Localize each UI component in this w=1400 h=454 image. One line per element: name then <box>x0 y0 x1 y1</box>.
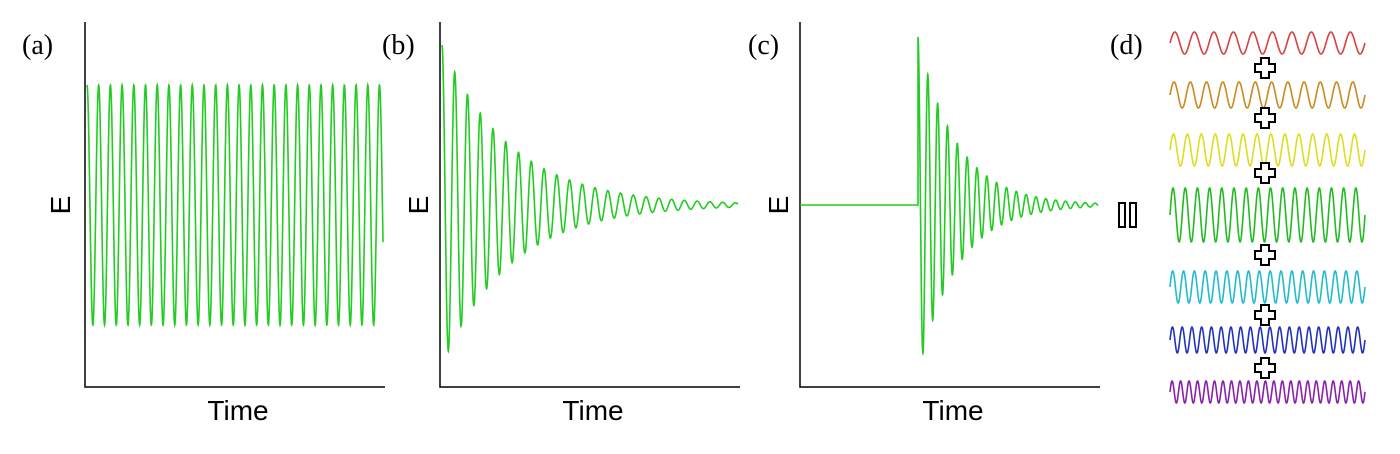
panel-label: (d) <box>1110 30 1143 61</box>
y-axis-label: E <box>403 196 434 215</box>
panel-b: (b) E Time <box>382 22 740 426</box>
component-wave <box>1169 326 1366 354</box>
y-axis-label: E <box>763 196 794 215</box>
component-wave <box>1169 31 1366 55</box>
plus-sign <box>1254 162 1276 184</box>
panel-d: (d) <box>1110 30 1143 228</box>
panel-c: (c) E Time <box>748 22 1100 426</box>
plus-sign <box>1254 304 1276 326</box>
component-wave <box>1169 133 1366 167</box>
x-axis-label: Time <box>922 395 983 426</box>
x-axis-label: Time <box>562 395 623 426</box>
waveforms <box>86 31 1366 404</box>
plus-sign <box>1254 57 1276 79</box>
x-axis-label: Time <box>207 395 268 426</box>
axes <box>84 22 385 388</box>
panel-label: (b) <box>382 30 415 61</box>
plus-sign <box>1254 357 1276 379</box>
component-wave <box>1169 380 1366 404</box>
component-wave <box>1169 270 1366 304</box>
damped-oscillation <box>441 44 739 354</box>
equals-sign <box>1118 202 1137 228</box>
plus-sign <box>1254 244 1276 266</box>
component-wave <box>1169 81 1366 109</box>
panel-label: (a) <box>22 30 53 61</box>
axes <box>799 22 1100 388</box>
axes <box>439 22 740 388</box>
panel-label: (c) <box>748 30 779 61</box>
panel-a: (a) E Time <box>22 22 385 426</box>
plus-sign <box>1254 107 1276 129</box>
component-wave <box>1169 187 1366 243</box>
delayed-damped-oscillation <box>800 36 1099 356</box>
sustained-oscillation <box>86 81 384 329</box>
y-axis-label: E <box>45 196 76 215</box>
